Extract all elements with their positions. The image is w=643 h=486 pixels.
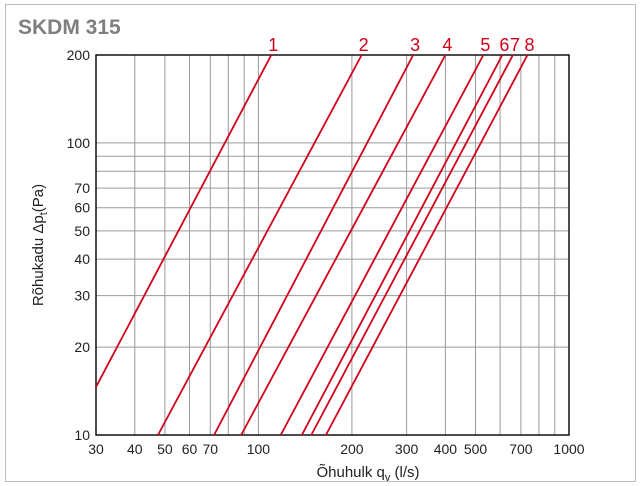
x-tick-label: 60 [182,441,198,457]
series-line-8 [325,54,529,436]
y-tick-label: 70 [74,180,90,196]
plot-border [95,54,570,436]
y-axis-title: Rõhukadu Δpt(Pa) [30,184,50,306]
y-tick-label: 10 [74,427,90,443]
chart-frame [5,4,636,482]
x-tick-label: 40 [127,441,143,457]
series-label-6: 6 [499,35,509,55]
x-tick-label: 400 [434,441,458,457]
y-tick-label: 60 [74,200,90,216]
series-label-5: 5 [480,35,490,55]
y-tick-label: 20 [74,339,90,355]
x-axis-title-sub: v [385,472,391,484]
y-axis-title-unit: (Pa) [30,184,47,212]
x-tick-label: 700 [509,441,533,457]
series-line-1 [95,54,273,388]
series-label-8: 8 [524,35,534,55]
y-tick-label: 50 [74,223,90,239]
x-tick-label: 300 [395,441,419,457]
series-label-2: 2 [359,35,369,55]
x-tick-label: 500 [464,441,488,457]
chart-title: SKDM 315 [18,16,121,39]
series-label-4: 4 [442,35,452,55]
x-tick-label: 1000 [553,441,584,457]
y-axis-title-text: Rõhukadu Δp [30,215,47,306]
x-tick-label: 50 [157,441,173,457]
series-line-6 [301,54,504,436]
x-axis-title-unit: (l/s) [390,464,419,481]
y-axis-ticks: 10 20 30 40 50 60 70 100 200 [67,47,91,443]
series-line-2 [157,54,363,436]
y-axis-title-sub: t [38,212,50,215]
y-tick-label: 40 [74,251,90,267]
series-line-4 [240,54,447,436]
y-tick-label: 30 [74,288,90,304]
series-line-5 [279,54,485,436]
x-tick-label: 70 [203,441,219,457]
series-label-3: 3 [410,35,420,55]
series-label-7: 7 [510,35,520,55]
series [95,54,529,436]
x-axis-ticks: 30 40 50 60 70 100 200 300 400 500 700 1000 [88,441,585,457]
x-tick-label: 30 [88,441,104,457]
x-tick-label: 200 [340,441,364,457]
x-axis-title: Õhuhulk qv (l/s) [316,464,419,484]
y-tick-label: 100 [67,135,91,151]
series-label-1: 1 [268,35,278,55]
y-tick-label: 200 [67,47,91,63]
series-line-7 [310,54,514,436]
x-tick-label: 100 [247,441,271,457]
x-axis-title-text: Õhuhulk q [316,464,384,481]
series-line-3 [213,54,414,436]
